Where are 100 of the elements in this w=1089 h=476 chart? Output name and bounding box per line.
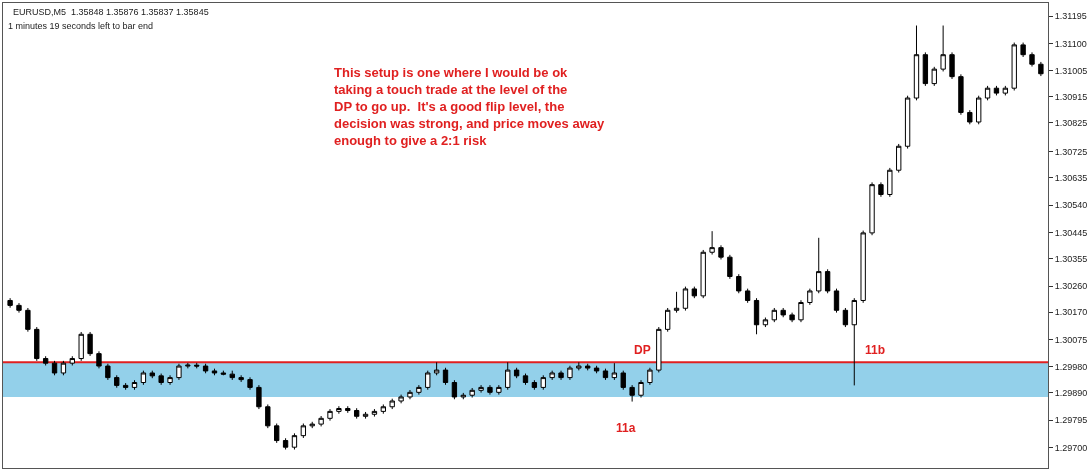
candlestick — [540, 374, 546, 391]
candlestick — [114, 374, 120, 389]
candlestick — [860, 230, 866, 304]
candlestick — [629, 384, 635, 403]
candlestick — [469, 387, 475, 399]
candlestick — [309, 421, 315, 429]
candlestick — [1029, 51, 1035, 68]
candlestick — [949, 51, 955, 80]
candlestick — [274, 423, 280, 444]
candlestick — [531, 379, 538, 391]
candlestick — [460, 392, 466, 400]
candlestick — [869, 181, 875, 236]
candlestick — [567, 365, 573, 381]
candlestick — [940, 25, 946, 72]
annotation: 11b — [865, 343, 886, 357]
y-tick-label: 1.30355 — [1054, 253, 1088, 264]
candlestick — [362, 411, 369, 420]
candlestick — [185, 362, 191, 369]
candlestick — [505, 361, 511, 391]
candlestick — [807, 288, 813, 306]
candlestick — [967, 109, 973, 125]
candlestick — [247, 376, 253, 391]
candlestick — [433, 361, 440, 376]
candlestick — [149, 370, 155, 379]
candlestick — [380, 403, 386, 415]
candlestick — [416, 384, 422, 396]
candlestick — [744, 288, 751, 304]
annotation: DP — [634, 343, 651, 357]
candlestick — [60, 360, 67, 376]
candlestick — [904, 95, 911, 150]
candlestick — [265, 403, 271, 429]
y-tick-label: 1.30260 — [1054, 281, 1088, 292]
candlestick — [682, 286, 689, 312]
candlestick — [1002, 85, 1009, 96]
candlestick — [851, 297, 857, 386]
candlestick — [7, 297, 13, 309]
annotation: EURUSD,M5 1.35848 1.35876 1.35837 1.35845 — [13, 7, 209, 17]
candlestick — [496, 384, 502, 396]
candlestick — [96, 350, 102, 369]
y-tick-label: 1.30635 — [1054, 172, 1088, 183]
candlestick — [1038, 61, 1044, 77]
candlestick — [78, 331, 84, 362]
candlestick — [256, 384, 262, 410]
candlestick — [780, 307, 786, 318]
candlestick — [105, 363, 111, 381]
candlestick — [202, 363, 209, 374]
candlestick — [51, 360, 58, 376]
candlestick — [318, 415, 324, 427]
candlestick — [300, 423, 307, 439]
candlestick — [958, 73, 964, 116]
candlestick — [656, 326, 662, 373]
candlestick — [984, 85, 991, 101]
annotation: 11a — [616, 421, 636, 435]
candlestick — [798, 299, 804, 323]
candlestick — [638, 379, 644, 399]
candlestick — [336, 405, 342, 415]
candlestick — [593, 365, 600, 374]
y-tick-label: 1.29980 — [1054, 362, 1088, 373]
candlestick — [407, 389, 413, 400]
candlestick — [647, 367, 653, 386]
candlestick — [611, 362, 618, 381]
candlestick — [140, 370, 147, 386]
y-tick-label: 1.29700 — [1054, 442, 1088, 453]
candlestick — [16, 302, 22, 314]
candlestick — [771, 307, 777, 323]
candlestick — [576, 361, 582, 371]
candlestick — [122, 382, 129, 391]
candlestick — [878, 181, 884, 198]
y-tick-label: 1.31195 — [1054, 11, 1087, 22]
candlestick — [922, 51, 929, 87]
candlestick — [176, 363, 182, 381]
candlestick — [442, 367, 449, 386]
candlestick — [727, 254, 733, 280]
candlestick — [87, 331, 93, 357]
candlestick — [549, 370, 555, 381]
candlestick — [753, 297, 760, 335]
candlestick — [291, 432, 298, 451]
annotation: This setup is one where I would be ok taking a touch trade at the level of the DP to go up. It's a good flip level, the decision was strong, and price moves away enough to give a 2:1 risk — [334, 65, 605, 148]
candlestick — [993, 85, 1000, 96]
candlestick — [158, 373, 164, 386]
candlestick — [34, 326, 40, 362]
candlestick — [762, 317, 769, 328]
candlestick — [451, 379, 458, 400]
candlestick — [1011, 42, 1017, 92]
candlestick — [913, 25, 920, 101]
candlestick — [824, 268, 831, 294]
candlestick — [167, 374, 173, 386]
y-tick-label: 1.30725 — [1054, 146, 1088, 157]
candlestick — [842, 307, 849, 328]
y-tick-label: 1.31100 — [1054, 38, 1087, 49]
candlestick — [602, 368, 609, 381]
candlestick — [282, 437, 289, 451]
y-tick-label: 1.29795 — [1054, 415, 1088, 426]
candlestick — [353, 407, 360, 420]
candlestick — [887, 167, 893, 198]
candlestick — [487, 384, 493, 396]
candlestick — [673, 291, 680, 314]
y-tick-label: 1.29890 — [1054, 388, 1088, 399]
candlestick — [522, 373, 529, 386]
candlestick — [665, 307, 671, 333]
